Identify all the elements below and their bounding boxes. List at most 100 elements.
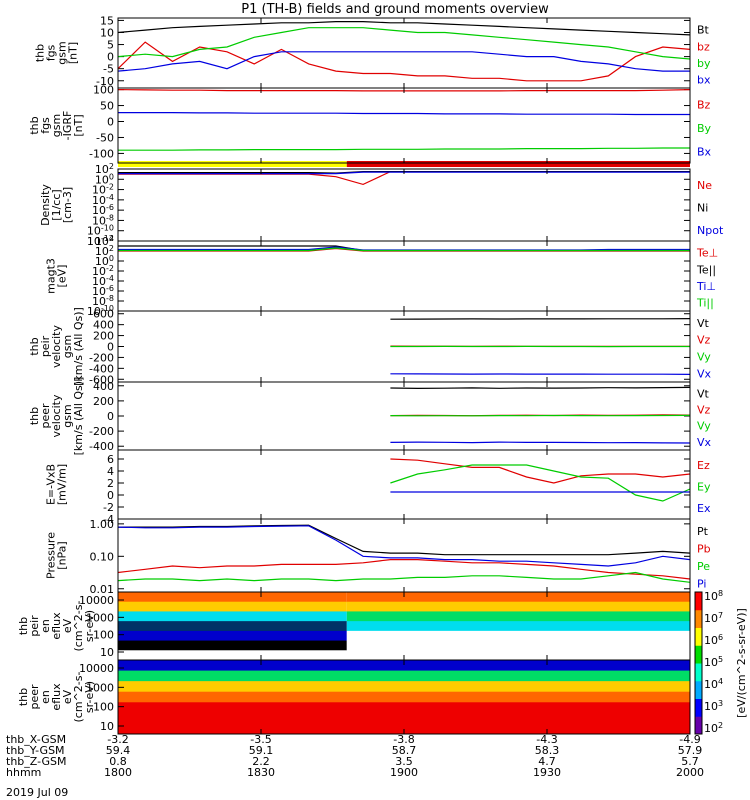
series-Pt	[118, 524, 691, 556]
y-axis-label: fgs	[45, 44, 58, 61]
colorbar-tick-label: 105	[704, 655, 723, 669]
y-tick-label: -2	[103, 501, 114, 514]
y-axis-label: magt3	[45, 258, 58, 294]
legend-By: By	[697, 122, 712, 135]
y-axis-label: en	[39, 619, 52, 633]
y-tick-label: 400	[93, 380, 114, 393]
y-tick-label: 100	[93, 701, 114, 714]
spectrogram-cell	[118, 723, 690, 735]
y-tick-label: 0.10	[90, 550, 115, 563]
legend-Ti||: Ti||	[696, 297, 714, 310]
panel-pressure: 1.00 0.10 0.01 Pt Pb Pe Pi Pressure[nPa]	[45, 518, 711, 596]
y-tick-label: 100	[93, 84, 114, 97]
spectrogram-cell	[346, 640, 690, 651]
panel-electron-velocity: 400 200 0 -200 -400 Vt Vz Vy Vx thbpeervelocitygs…	[28, 377, 712, 456]
legend-bz: bz	[697, 40, 710, 53]
y-axis-label: thb	[28, 116, 41, 134]
y-tick-label: -10	[96, 75, 114, 88]
colorbar-tick-label: 107	[704, 611, 723, 625]
legend-Pb: Pb	[697, 543, 711, 556]
y-tick-label: 15	[100, 14, 114, 27]
y-axis-label: [eV]	[56, 265, 69, 288]
axis-value-y: 57.9	[678, 744, 703, 757]
panel-frame	[117, 168, 691, 242]
spectrogram-cell	[118, 640, 347, 651]
y-axis-label: peer	[39, 403, 52, 429]
spectrogram-cell	[118, 702, 690, 714]
y-axis-label: thb	[28, 337, 41, 355]
y-axis-label: [nPa]	[56, 541, 69, 569]
colorbar-label: [eV/(cm^2-s-sr-eV)]	[735, 608, 748, 718]
panels: 151050-5-10Btbzbybxthbfgsgsm[nT]100500-5…	[17, 14, 724, 735]
spectrogram-cell	[118, 681, 690, 693]
colorbar-segment	[695, 663, 702, 682]
y-axis-label: [nT]	[67, 42, 80, 64]
series-bx	[117, 51, 690, 72]
axis-row-label: thb_Z-GSM	[6, 755, 66, 768]
legend-Pi: Pi	[697, 577, 706, 590]
colorbar-segment	[695, 627, 702, 646]
y-axis-label: Density	[39, 184, 52, 226]
legend-Pt: Pt	[697, 525, 709, 538]
y-axis-label: thb	[34, 44, 47, 62]
legend-Pe: Pe	[697, 560, 710, 573]
y-tick-label: 10000	[79, 594, 114, 607]
y-tick-label: 50	[100, 100, 114, 113]
colorbar-segment	[695, 592, 702, 611]
y-tick-label: 6	[107, 453, 114, 466]
plot-title: P1 (TH-B) fields and ground moments over…	[241, 2, 549, 17]
panel-ion-spectrogram: 10000 1000 100 10 thbpeirenefluxeV(cm^2-s-sr…	[17, 591, 691, 661]
legend-Bx: Bx	[697, 145, 712, 158]
y-tick-label: 400	[93, 319, 114, 332]
axis-value-y: 59.4	[106, 744, 131, 757]
y-tick-label: 10	[100, 26, 114, 39]
y-axis-label: E=-VxB	[45, 464, 58, 505]
y-tick-label: 0	[107, 51, 114, 64]
axis-value-hhmm: 2000	[676, 766, 704, 779]
series-Ti⊥	[118, 246, 690, 251]
series-Vt	[390, 386, 691, 390]
spectrogram-cell	[118, 621, 347, 632]
colorbar-tick-label: 104	[704, 677, 723, 691]
legend-Vz: Vz	[697, 404, 711, 417]
y-axis-label: eflux	[50, 683, 63, 711]
y-axis-label: [mV/m]	[56, 464, 69, 505]
y-axis-label: thb	[17, 688, 30, 706]
panel-frame	[117, 87, 691, 164]
y-axis-label: gsm	[56, 41, 69, 64]
series-Vx	[390, 373, 691, 375]
y-tick-label: 0	[107, 489, 114, 502]
legend-Ex: Ex	[697, 502, 711, 515]
axis-row-label: thb_X-GSM	[6, 733, 66, 746]
colorbar-frame	[694, 591, 703, 735]
y-axis-label: en	[39, 690, 52, 704]
axis-value-hhmm: 1800	[104, 766, 132, 779]
legend-Vx: Vx	[697, 368, 712, 381]
legend-Vy: Vy	[697, 420, 711, 433]
y-axis-label: velocity	[50, 394, 63, 437]
axis-value-y: 58.7	[392, 744, 417, 757]
y-axis-label: fgs	[39, 117, 52, 134]
y-tick-label: -400	[89, 362, 114, 375]
colorbar-segment	[695, 698, 702, 717]
spectrogram-cell	[118, 650, 347, 661]
panel-electron-spectrogram: 10000 1000 100 10 thbpeerenefluxeV(cm^2-s-sr…	[17, 659, 691, 735]
legend-Ne: Ne	[697, 179, 712, 192]
plot-date: 2019 Jul 09	[6, 786, 68, 799]
spectrogram-cell	[346, 611, 690, 622]
y-tick-label: -50	[96, 131, 114, 144]
axis-value-y: 58.3	[535, 744, 560, 757]
colorbar-tick-label: 108	[704, 589, 723, 603]
legend-Vx: Vx	[697, 436, 712, 449]
y-axis-label: peir	[39, 335, 52, 357]
y-tick-label: -4	[103, 513, 114, 526]
y-axis-label: [km/s (All Qs)]	[72, 307, 85, 386]
spectrogram-cell	[346, 621, 690, 632]
axis-value-z: 0.8	[109, 755, 127, 768]
y-tick-label: 0	[107, 341, 114, 354]
